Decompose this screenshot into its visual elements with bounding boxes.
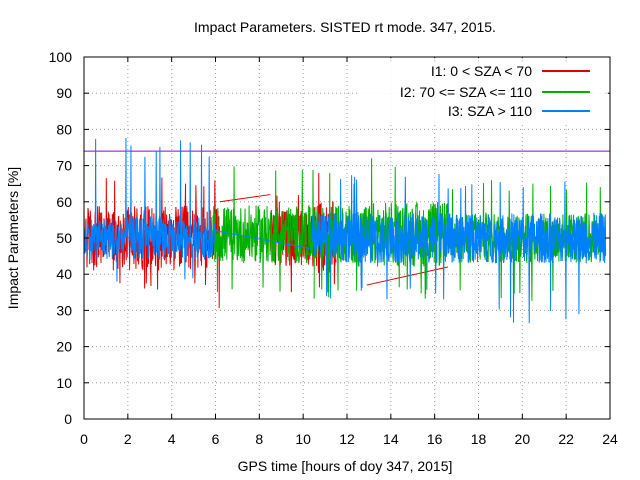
- x-tick-label: 0: [80, 431, 88, 447]
- x-tick-label: 22: [558, 431, 574, 447]
- series-bridge-line: [219, 194, 271, 203]
- ticks: [83, 56, 611, 420]
- x-axis-title: GPS time [hours of doy 347, 2015]: [238, 458, 453, 474]
- legend-label: I3: SZA > 110: [448, 103, 532, 119]
- x-tick-label: 4: [168, 431, 176, 447]
- y-tick-label: 20: [56, 339, 72, 355]
- x-tick-label: 12: [339, 431, 355, 447]
- x-tick-label: 18: [471, 431, 487, 447]
- x-tick-label: 6: [212, 431, 220, 447]
- series-line-segment: [311, 174, 451, 300]
- y-axis-title: Impact Parameters [%]: [5, 167, 21, 309]
- y-tick-label: 90: [56, 85, 72, 101]
- y-tick-label: 30: [56, 302, 72, 318]
- series-line-segment: [210, 166, 317, 292]
- y-tick-label: 0: [64, 411, 72, 427]
- y-tick-label: 80: [56, 121, 72, 137]
- y-tick-label: 100: [49, 49, 73, 65]
- y-tick-label: 70: [56, 158, 72, 174]
- y-tick-label: 60: [56, 194, 72, 210]
- x-tick-labels: 0 2 4 6 8 10 12 14 16 18 20 22 24: [80, 431, 618, 447]
- legend-label: I2: 70 <= SZA <= 110: [400, 84, 532, 100]
- series-layer: [83, 138, 607, 324]
- x-tick-label: 2: [124, 431, 132, 447]
- y-tick-labels: 0 10 20 30 40 50 60 70 80 90 100: [49, 49, 73, 427]
- series-3: [83, 138, 607, 324]
- x-tick-label: 8: [255, 431, 263, 447]
- y-tick-label: 10: [56, 375, 72, 391]
- legend: I1: 0 < SZA < 70 I2: 70 <= SZA <= 110 I3: …: [360, 58, 608, 122]
- x-tick-label: 14: [383, 431, 399, 447]
- y-tick-label: 40: [56, 266, 72, 282]
- x-tick-label: 10: [295, 431, 311, 447]
- series-bridge-line: [215, 230, 313, 250]
- x-tick-label: 24: [602, 431, 618, 447]
- x-tick-label: 16: [427, 431, 443, 447]
- x-tick-label: 20: [515, 431, 531, 447]
- y-tick-label: 50: [56, 230, 72, 246]
- chart-title: Impact Parameters. SISTED rt mode. 347, …: [194, 19, 496, 35]
- series-line-segment: [83, 138, 216, 282]
- series-line-segment: [447, 181, 607, 324]
- legend-label: I1: 0 < SZA < 70: [431, 63, 532, 79]
